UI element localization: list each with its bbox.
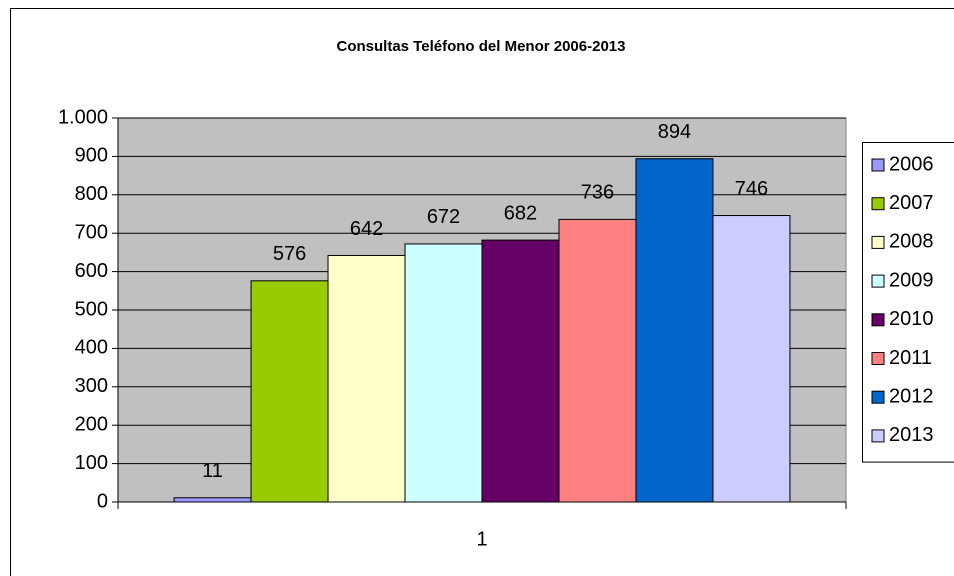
x-tick-label: 1 [476, 528, 487, 550]
y-tick-label: 100 [75, 452, 108, 474]
y-tick-label: 800 [75, 183, 108, 205]
y-tick-label: 0 [97, 490, 108, 512]
legend-swatch [871, 197, 885, 211]
data-label: 746 [735, 178, 768, 200]
legend-swatch [871, 274, 885, 288]
y-tick-label: 1.000 [58, 106, 108, 128]
legend-swatch [871, 429, 885, 443]
bar [481, 239, 560, 503]
data-label: 894 [658, 121, 691, 143]
bar [173, 497, 252, 503]
legend-label: 2010 [889, 308, 934, 330]
data-label: 11 [202, 460, 223, 482]
legend-swatch [871, 235, 885, 249]
y-tick-label: 200 [75, 413, 108, 435]
bar [712, 215, 791, 503]
legend-label: 2007 [889, 192, 934, 214]
y-tick-label: 600 [75, 260, 108, 282]
data-label: 672 [427, 206, 460, 228]
y-tick-label: 900 [75, 145, 108, 167]
bar [250, 280, 329, 503]
legend-swatch [871, 352, 885, 365]
legend-swatch [871, 390, 885, 404]
legend-label: 2006 [889, 153, 934, 175]
chart-title: Consultas Teléfono del Menor 2006-2013 [337, 38, 626, 55]
y-tick-label: 300 [75, 375, 108, 397]
legend-label: 2012 [889, 385, 934, 407]
y-tick-label: 500 [75, 298, 108, 320]
bar [558, 218, 637, 503]
bar [327, 254, 406, 503]
legend-label: 2013 [889, 424, 934, 446]
legend-label: 2009 [889, 269, 934, 291]
y-tick-label: 700 [75, 221, 108, 243]
data-label: 682 [504, 202, 537, 224]
legend-swatch [871, 313, 885, 327]
legend-box [862, 142, 954, 463]
y-tick-label: 400 [75, 337, 108, 359]
legend-label: 2008 [889, 231, 934, 253]
data-label: 642 [350, 218, 383, 240]
data-label: 576 [273, 243, 306, 265]
legend-label: 2011 [889, 347, 932, 369]
bar [635, 158, 714, 503]
data-label: 736 [581, 182, 614, 204]
legend-swatch [871, 158, 885, 172]
bar [404, 243, 483, 503]
